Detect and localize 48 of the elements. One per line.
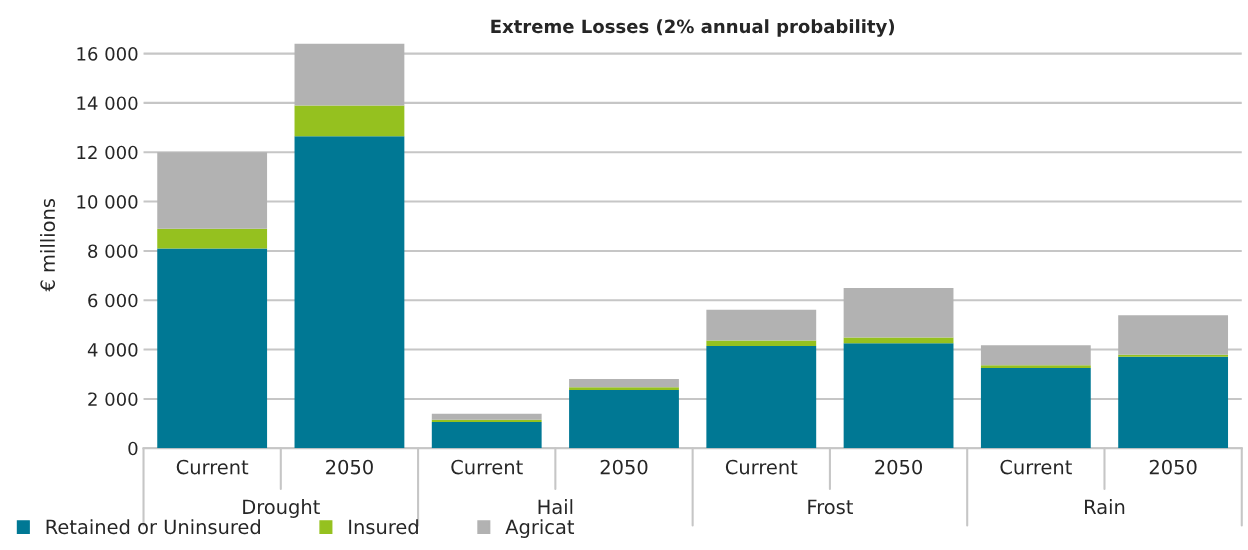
legend-label: Retained or Uninsured [46,519,260,535]
y-tick-label: 6 000 [88,293,138,308]
bar [569,390,679,449]
bar [294,136,405,449]
x-tick-label: 2050 [326,459,373,475]
bar [706,309,817,341]
y-tick-label: 16 000 [77,47,138,61]
y-tick-label: 12 000 [77,145,138,160]
y-tick-label: 10 000 [77,195,138,209]
x-tick-label: Current [176,459,249,475]
bar [1118,315,1229,355]
y-tick-label: 4 000 [87,343,138,357]
bar [843,337,954,344]
legend-label: Agricat [505,519,575,538]
x-tick-label: 2050 [875,459,923,475]
y-axis-title: € millions [40,198,56,292]
x-tick-label: 2050 [1149,459,1197,475]
bar [431,422,542,449]
bar [569,378,679,388]
bar [843,287,954,338]
bar [157,152,268,229]
bar [294,105,405,137]
bar [157,248,268,449]
bar [980,368,1091,449]
text: Drought [243,499,320,518]
x-tick-label: 2050 [600,459,648,475]
y-tick-label: 0 [128,441,138,456]
x-tick-label: Current [725,459,798,475]
chart-title: Extreme Losses (2% annual probability) [491,19,895,37]
y-tick-label: 14 000 [77,96,138,111]
text: Frost [808,499,853,515]
bar [294,43,405,106]
bar [431,413,542,420]
bar [569,387,679,391]
y-tick-label: 8 000 [88,244,138,259]
bar [706,345,817,449]
bar [843,343,954,449]
y-tick-label: 2 000 [88,392,138,407]
bar [1118,356,1229,449]
bar [157,228,268,249]
text: Rain [1085,499,1125,515]
bar [706,340,817,346]
x-tick-label: Current [1000,459,1072,475]
bar [980,345,1091,366]
x-tick-label: Current [451,459,523,475]
text: Hail [538,499,573,515]
bar [980,365,1091,369]
legend-label: Insured [349,519,418,535]
